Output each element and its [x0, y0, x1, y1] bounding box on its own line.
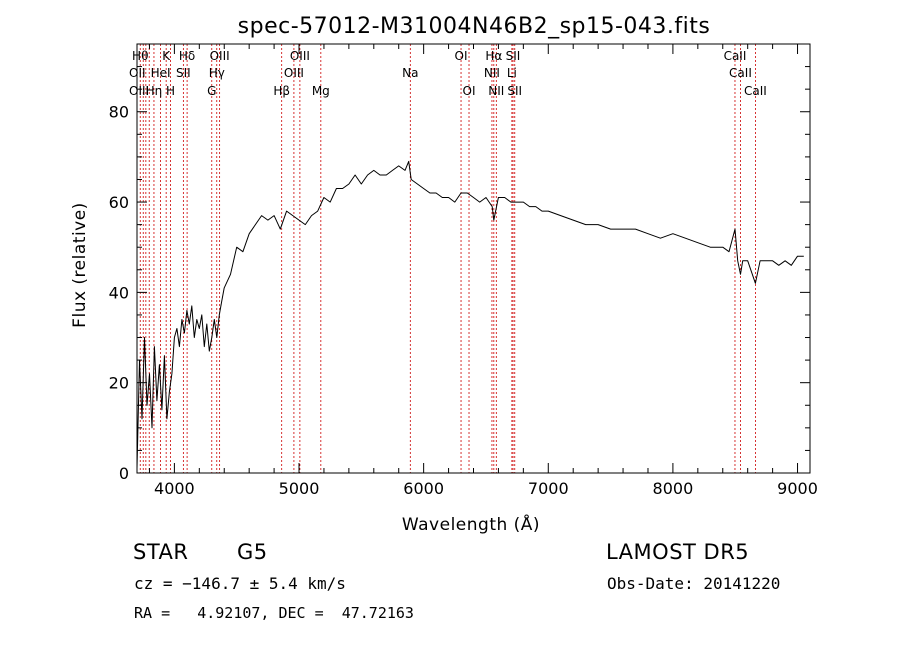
line-label: OIII	[284, 66, 304, 80]
x-tick-label: 7000	[528, 479, 569, 498]
line-label: OI	[455, 49, 468, 63]
x-axis-label: Wavelength (Å)	[402, 513, 540, 535]
line-label: G	[207, 84, 216, 98]
line-label: OIII	[129, 84, 149, 98]
line-label: H	[166, 84, 175, 98]
line-marker-layer	[139, 44, 756, 473]
axis-ticks	[137, 44, 810, 474]
y-tick-label: 0	[119, 464, 129, 483]
y-tick-label: 60	[109, 193, 129, 212]
spectral-subclass: G5	[237, 540, 268, 564]
y-tick-label: 40	[109, 283, 129, 302]
redshift-text: cz = −146.7 ± 5.4 km/s	[134, 574, 346, 593]
line-label: CaII	[744, 84, 767, 98]
line-label: Hη	[146, 84, 163, 98]
line-label: SII	[507, 84, 522, 98]
y-tick-label: 80	[109, 103, 129, 122]
axis-tick-labels: 4000 5000 6000 7000 8000 9000 0 20 40 60 80	[109, 103, 818, 498]
line-label: Hθ	[132, 49, 148, 63]
line-label: Hγ	[209, 66, 225, 80]
line-label: OIII	[290, 49, 310, 63]
survey-name: LAMOST DR5	[606, 540, 750, 564]
y-tick-label: 20	[109, 374, 129, 393]
x-tick-label: 6000	[403, 479, 444, 498]
line-label: Hβ	[273, 84, 290, 98]
line-label: OI	[463, 84, 476, 98]
line-label-layer: HθHηHeIKHSIIHδGHγOIIIHβOIIIOIIIMgNaOIOIN…	[129, 49, 767, 98]
y-axis-label: Flux (relative)	[70, 202, 90, 328]
line-label: Hδ	[179, 49, 195, 63]
chart-title: spec-57012-M31004N46B2_sp15-043.fits	[238, 14, 711, 39]
line-label: SII	[506, 49, 521, 63]
line-label: K	[162, 49, 171, 63]
line-label: Hα	[485, 49, 502, 63]
line-label: NII	[488, 84, 504, 98]
x-tick-label: 5000	[279, 479, 320, 498]
plot-frame	[136, 43, 811, 474]
line-label: SII	[176, 66, 191, 80]
line-label: NII	[484, 66, 500, 80]
x-tick-label: 9000	[777, 479, 818, 498]
x-tick-label: 4000	[154, 479, 195, 498]
line-label: HeI	[151, 66, 171, 80]
x-tick-label: 8000	[653, 479, 694, 498]
object-type: STAR	[133, 540, 189, 564]
coordinates: RA = 4.92107, DEC = 47.72163	[134, 604, 414, 622]
line-label: Na	[402, 66, 418, 80]
line-label: CaII	[729, 66, 752, 80]
line-label: OIII	[210, 49, 230, 63]
spectrum-line	[136, 160, 804, 469]
line-label: CaII	[724, 49, 747, 63]
obs-date: Obs-Date: 20141220	[607, 574, 781, 593]
line-label: Li	[507, 66, 517, 80]
line-label: Mg	[312, 84, 330, 98]
